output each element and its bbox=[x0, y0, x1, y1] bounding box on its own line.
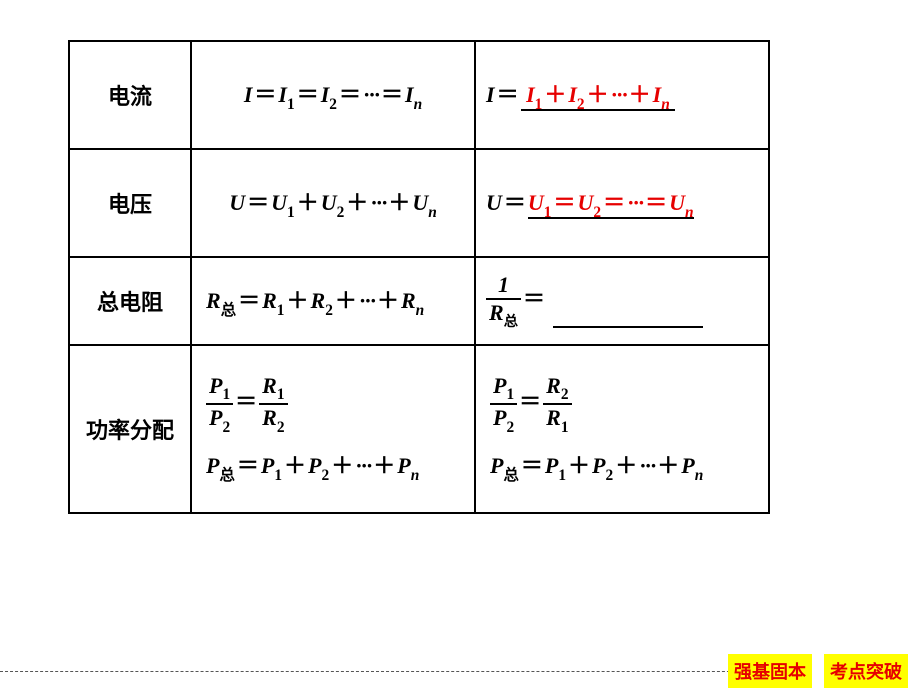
power-series-formula: P1P2＝R1R2 P总＝P1＋P2＋···＋Pn bbox=[191, 345, 475, 513]
voltage-series-formula: U＝U1＋U2＋···＋Un bbox=[191, 149, 475, 257]
foundation-button[interactable]: 强基固本 bbox=[728, 654, 812, 688]
current-series-formula: I＝I1＝I2＝···＝In bbox=[191, 41, 475, 149]
row-label-voltage: 电压 bbox=[69, 149, 191, 257]
formula-table: 电流 I＝I1＝I2＝···＝In I＝ I1＋I2＋···＋In 电压 U＝U… bbox=[68, 40, 770, 514]
nav-buttons: 强基固本 考点突破 bbox=[728, 654, 908, 688]
footer-divider bbox=[0, 671, 750, 672]
resistance-parallel-formula: 1R总＝ bbox=[475, 257, 769, 345]
resistance-series-formula: R总＝R1＋R2＋···＋Rn bbox=[191, 257, 475, 345]
power-parallel-formula: P1P2＝R2R1 P总＝P1＋P2＋···＋Pn bbox=[475, 345, 769, 513]
voltage-parallel-formula: U＝U1＝U2＝···＝Un bbox=[475, 149, 769, 257]
current-parallel-formula: I＝ I1＋I2＋···＋In bbox=[475, 41, 769, 149]
resistance-blank bbox=[553, 306, 703, 328]
physics-table: 电流 I＝I1＝I2＝···＝In I＝ I1＋I2＋···＋In 电压 U＝U… bbox=[68, 40, 768, 514]
row-label-power: 功率分配 bbox=[69, 345, 191, 513]
breakthrough-button[interactable]: 考点突破 bbox=[824, 654, 908, 688]
row-label-resistance: 总电阻 bbox=[69, 257, 191, 345]
row-label-current: 电流 bbox=[69, 41, 191, 149]
